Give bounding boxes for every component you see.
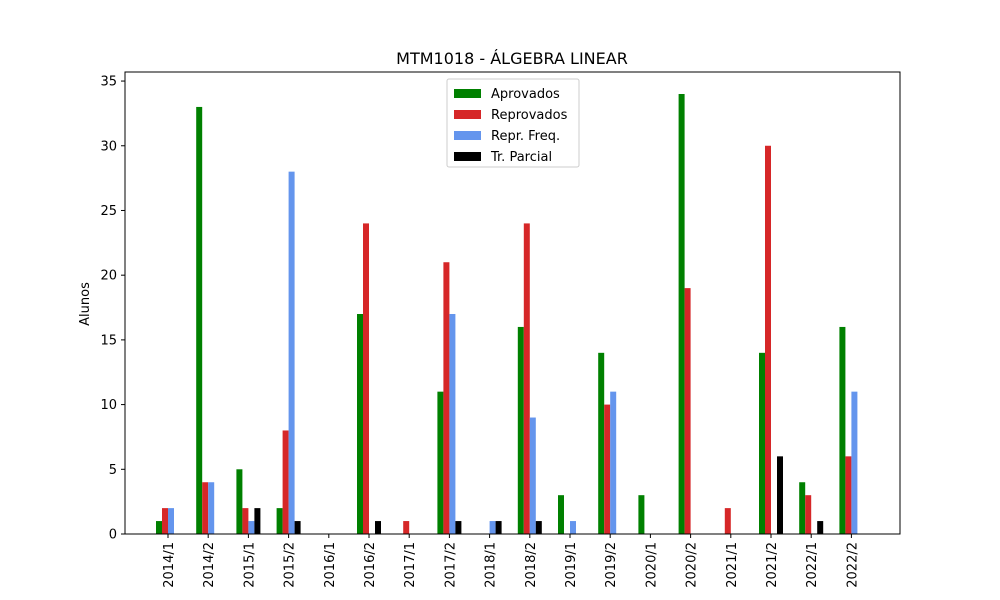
bar-repr-freq-2018-1	[489, 521, 496, 534]
bar-reprovados-2022-2	[845, 456, 852, 534]
bar-aprovados-2017-2	[437, 391, 444, 534]
legend-label: Tr. Parcial	[490, 150, 552, 165]
bar-tr-parcial-2017-2	[455, 521, 462, 534]
x-tick-label: 2022/2	[845, 542, 860, 588]
legend-swatch	[454, 110, 481, 119]
y-tick-label: 30	[100, 139, 117, 154]
legend-swatch	[454, 152, 481, 161]
y-axis-label: Alunos	[78, 282, 93, 326]
y-tick-label: 15	[100, 333, 117, 348]
bar-repr-freq-2017-2	[449, 314, 456, 534]
bar-reprovados-2016-2	[363, 223, 369, 534]
bar-reprovados-2022-1	[805, 495, 812, 534]
bar-aprovados-2019-1	[558, 495, 564, 534]
legend-swatch	[454, 89, 481, 98]
x-tick-label: 2014/2	[202, 542, 217, 588]
x-tick-label: 2015/1	[242, 542, 257, 588]
bar-aprovados-2015-2	[276, 508, 283, 534]
bar-aprovados-2018-2	[517, 326, 524, 534]
bar-aprovados-2022-1	[799, 482, 806, 534]
x-tick-label: 2020/2	[685, 542, 700, 588]
y-tick-label: 20	[100, 269, 117, 284]
y-tick-label: 0	[109, 528, 117, 543]
bar-reprovados-2015-1	[242, 508, 249, 534]
legend-swatch	[454, 131, 481, 140]
bar-reprovados-2014-1	[162, 508, 168, 534]
bar-repr-freq-2019-1	[570, 521, 576, 534]
bar-repr-freq-2014-2	[208, 482, 215, 534]
bar-reprovados-2014-2	[202, 482, 209, 534]
x-tick-label: 2017/2	[443, 542, 458, 588]
bar-repr-freq-2022-2	[851, 391, 858, 534]
bar-repr-freq-2018-2	[529, 417, 536, 534]
bar-reprovados-2021-1	[724, 508, 731, 534]
bar-aprovados-2016-2	[357, 314, 363, 534]
bar-reprovados-2019-2	[604, 404, 611, 534]
x-tick-label: 2018/1	[484, 542, 499, 588]
y-tick-label: 25	[100, 204, 117, 219]
bar-tr-parcial-2018-1	[495, 521, 502, 534]
x-tick-label: 2020/1	[644, 542, 659, 588]
legend-label: Repr. Freq.	[491, 129, 560, 144]
bar-tr-parcial-2015-2	[294, 521, 301, 534]
bar-reprovados-2017-2	[443, 262, 450, 534]
x-tick-label: 2015/2	[283, 542, 298, 588]
x-tick-label: 2016/2	[363, 542, 378, 588]
bar-tr-parcial-2022-1	[817, 521, 824, 534]
bar-repr-freq-2015-2	[288, 171, 295, 534]
legend: Aprovados Reprovados Repr. Freq. Tr. Parcia…	[446, 78, 580, 168]
x-tick-label: 2018/2	[524, 542, 539, 588]
bar-reprovados-2018-2	[523, 223, 530, 534]
bar-reprovados-2020-2	[684, 288, 691, 534]
bar-aprovados-2015-1	[236, 469, 243, 534]
legend-label: Reprovados	[491, 108, 568, 123]
y-tick-label: 5	[109, 463, 117, 478]
x-tick-label: 2016/1	[323, 542, 338, 588]
x-tick-label: 2017/1	[403, 542, 418, 588]
x-tick-label: 2021/1	[725, 542, 740, 588]
bar-tr-parcial-2015-1	[254, 508, 261, 534]
bar-aprovados-2022-2	[839, 326, 846, 534]
x-tick-label: 2019/2	[604, 542, 619, 588]
y-tick-label: 10	[100, 398, 117, 413]
chart-title: MTM1018 - ÁLGEBRA LINEAR	[396, 49, 628, 68]
bar-aprovados-2020-2	[678, 94, 685, 534]
plot-area: 0 5 10 15 20 25 30 35 2014/1 2014/2 2015/1 2015/2 20…	[100, 71, 901, 588]
bar-tr-parcial-2016-2	[375, 521, 381, 534]
bar-reprovados-2021-2	[765, 145, 771, 534]
legend-box	[446, 78, 580, 168]
bar-tr-parcial-2018-2	[535, 521, 542, 534]
y-tick-label: 35	[100, 75, 117, 90]
bar-reprovados-2017-1	[403, 521, 410, 534]
bar-repr-freq-2015-1	[248, 521, 255, 534]
bar-aprovados-2020-1	[638, 495, 645, 534]
bar-aprovados-2021-2	[759, 352, 765, 534]
x-tick-label: 2022/1	[805, 542, 820, 588]
bar-repr-freq-2014-1	[168, 508, 174, 534]
x-tick-label: 2014/1	[162, 542, 177, 588]
x-tick-label: 2021/2	[765, 542, 780, 588]
bar-tr-parcial-2021-2	[777, 456, 783, 534]
bar-aprovados-2014-2	[196, 106, 203, 534]
plot-frame	[124, 71, 901, 535]
bar-reprovados-2015-2	[282, 430, 289, 534]
legend-label: Aprovados	[491, 87, 560, 102]
bar-repr-freq-2019-2	[610, 391, 617, 534]
bar-aprovados-2019-2	[598, 352, 605, 534]
x-tick-label: 2019/1	[564, 542, 579, 588]
bar-aprovados-2014-1	[156, 521, 162, 534]
